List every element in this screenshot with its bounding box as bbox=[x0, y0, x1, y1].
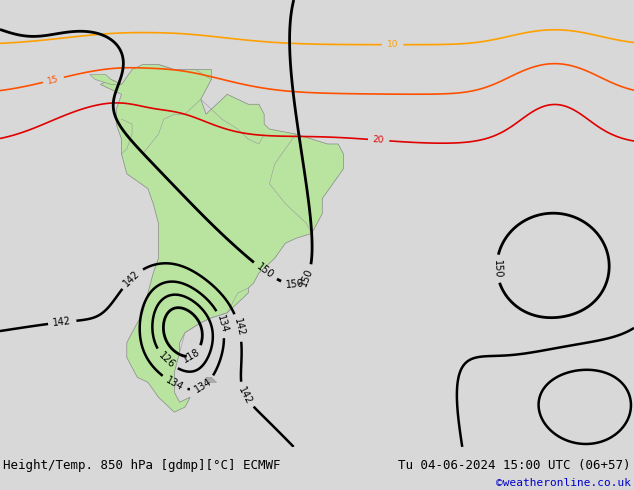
Text: 20: 20 bbox=[373, 135, 385, 145]
Text: 134: 134 bbox=[193, 376, 214, 395]
Text: 134: 134 bbox=[164, 375, 184, 392]
Polygon shape bbox=[90, 74, 122, 84]
Polygon shape bbox=[206, 377, 217, 382]
Text: Tu 04-06-2024 15:00 UTC (06+57): Tu 04-06-2024 15:00 UTC (06+57) bbox=[398, 459, 631, 472]
Text: 134: 134 bbox=[215, 314, 230, 334]
Text: 142: 142 bbox=[236, 385, 254, 406]
Text: 10: 10 bbox=[387, 40, 398, 49]
Text: 150: 150 bbox=[255, 262, 276, 281]
Text: 126: 126 bbox=[156, 350, 176, 370]
Text: 150: 150 bbox=[285, 279, 304, 291]
Text: 142: 142 bbox=[53, 316, 72, 328]
Text: 142: 142 bbox=[232, 318, 246, 338]
Text: 150: 150 bbox=[299, 267, 314, 288]
Text: 150: 150 bbox=[491, 259, 502, 278]
Text: Height/Temp. 850 hPa [gdmp][°C] ECMWF: Height/Temp. 850 hPa [gdmp][°C] ECMWF bbox=[3, 459, 281, 472]
Text: 15: 15 bbox=[47, 74, 60, 86]
Polygon shape bbox=[100, 65, 344, 412]
Text: 118: 118 bbox=[181, 346, 202, 365]
Text: ©weatheronline.co.uk: ©weatheronline.co.uk bbox=[496, 478, 631, 488]
Text: 142: 142 bbox=[122, 268, 142, 288]
